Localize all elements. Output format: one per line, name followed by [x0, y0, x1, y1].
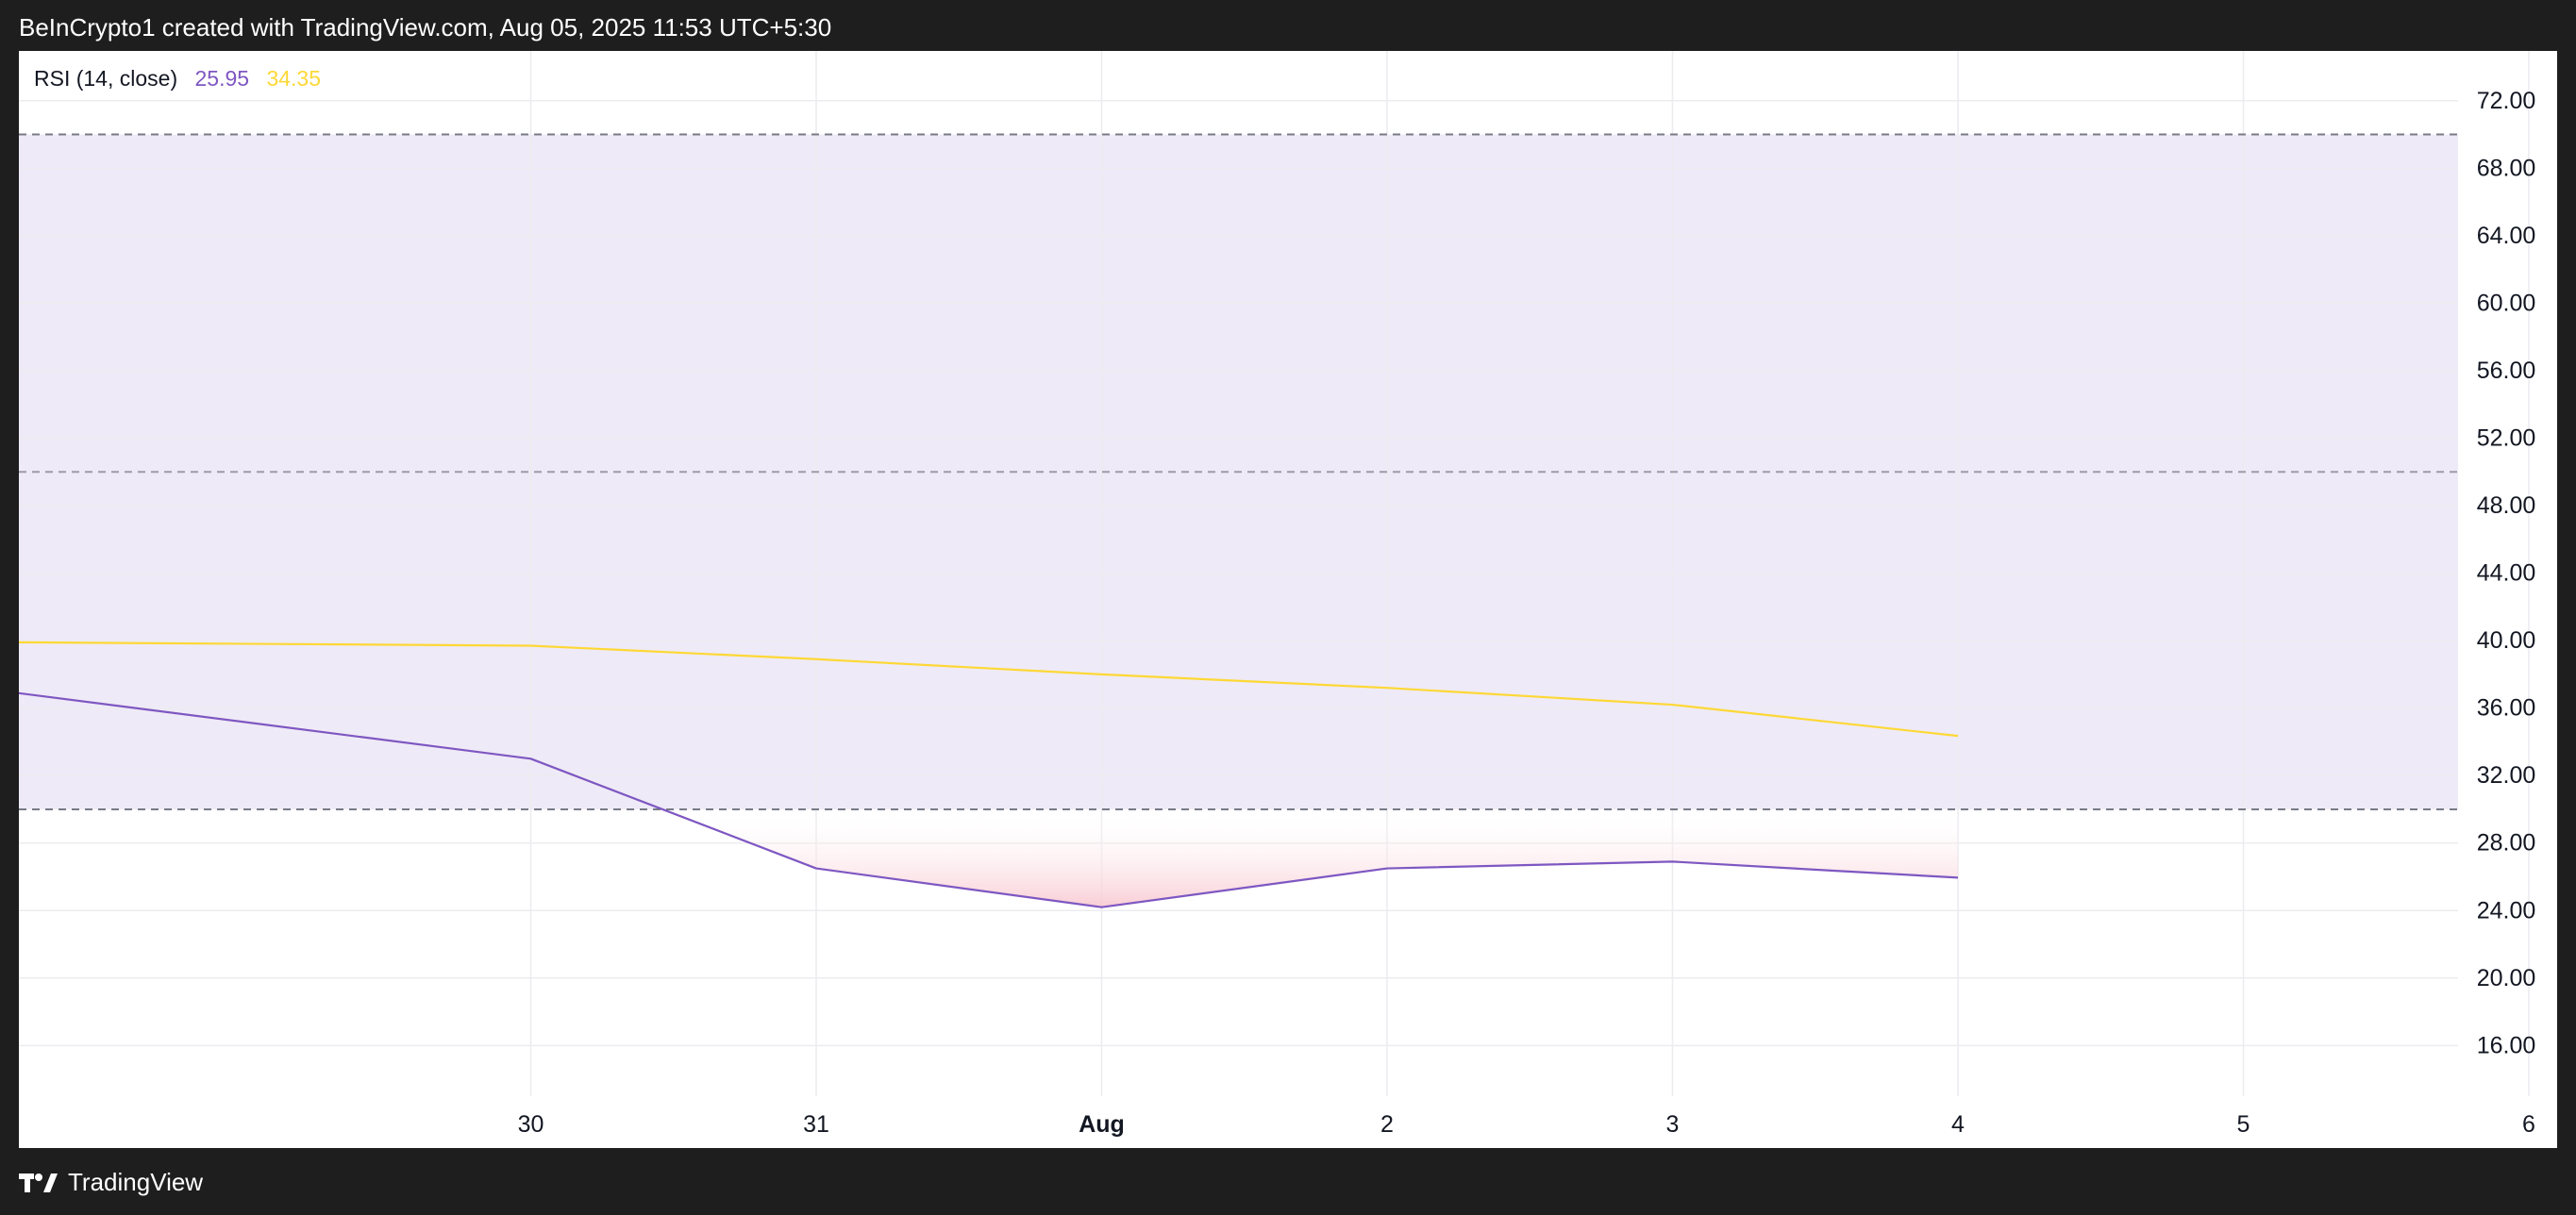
- y-tick-label: 52.00: [2477, 424, 2536, 451]
- x-tick-label: 31: [803, 1111, 829, 1138]
- x-axis: 30 31 Aug 2 3 4 5 6: [518, 1111, 2535, 1138]
- y-tick-label: 40.00: [2477, 627, 2536, 654]
- y-tick-label: 60.00: [2477, 290, 2536, 316]
- tradingview-brand-text: TradingView: [68, 1168, 204, 1196]
- y-tick-label: 68.00: [2477, 155, 2536, 181]
- indicator-legend: RSI (14, close) 25.95 34.35: [34, 66, 332, 92]
- y-tick-label: 48.00: [2477, 492, 2536, 519]
- oversold-fill-layer: [662, 808, 1958, 907]
- indicator-name: RSI (14, close): [34, 66, 178, 91]
- tradingview-logo[interactable]: TradingView: [19, 1168, 203, 1197]
- x-tick-label: 3: [1666, 1111, 1680, 1138]
- y-tick-label: 28.00: [2477, 830, 2536, 857]
- y-tick-label: 16.00: [2477, 1032, 2536, 1058]
- footer-bar: TradingView: [0, 1148, 2576, 1215]
- x-tick-label: 4: [1951, 1111, 1965, 1138]
- y-tick-label: 32.00: [2477, 762, 2536, 789]
- rsi-line: [19, 691, 1959, 908]
- rsi-ma-line: [19, 641, 1959, 738]
- chart-credit: BeInCrypto1 created with TradingView.com…: [19, 13, 832, 42]
- y-tick-label: 64.00: [2477, 223, 2536, 249]
- y-axis: 72.00 68.00 64.00 60.00 56.00 52.00 48.00 44.00…: [2477, 88, 2536, 1059]
- y-tick-label: 36.00: [2477, 695, 2536, 722]
- oversold-fill: [662, 808, 1958, 907]
- top-bar: BeInCrypto1 created with TradingView.com…: [0, 0, 2576, 51]
- level-lines: [19, 133, 2458, 810]
- y-tick-label: 24.00: [2477, 897, 2536, 924]
- x-tick-label: 2: [1380, 1111, 1394, 1138]
- x-tick-label: 30: [518, 1111, 544, 1138]
- y-tick-label: 56.00: [2477, 358, 2536, 384]
- ma-value: 34.35: [266, 66, 322, 91]
- rsi-value: 25.95: [194, 66, 250, 91]
- chart-panel[interactable]: RSI (14, close) 25.95 34.35 72.00 68.00 64…: [19, 51, 2557, 1148]
- x-tick-label: 5: [2237, 1111, 2250, 1138]
- y-tick-label: 20.00: [2477, 965, 2536, 991]
- y-tick-label: 44.00: [2477, 560, 2536, 587]
- x-tick-label: 6: [2522, 1111, 2535, 1138]
- x-tick-label: Aug: [1079, 1111, 1125, 1138]
- grid-layer: [19, 51, 2530, 1096]
- tradingview-logo-icon: [19, 1173, 58, 1192]
- series-layer: [19, 641, 1959, 908]
- rsi-chart[interactable]: 72.00 68.00 64.00 60.00 56.00 52.00 48.00 44.00…: [19, 51, 2557, 1148]
- y-tick-label: 72.00: [2477, 88, 2536, 114]
